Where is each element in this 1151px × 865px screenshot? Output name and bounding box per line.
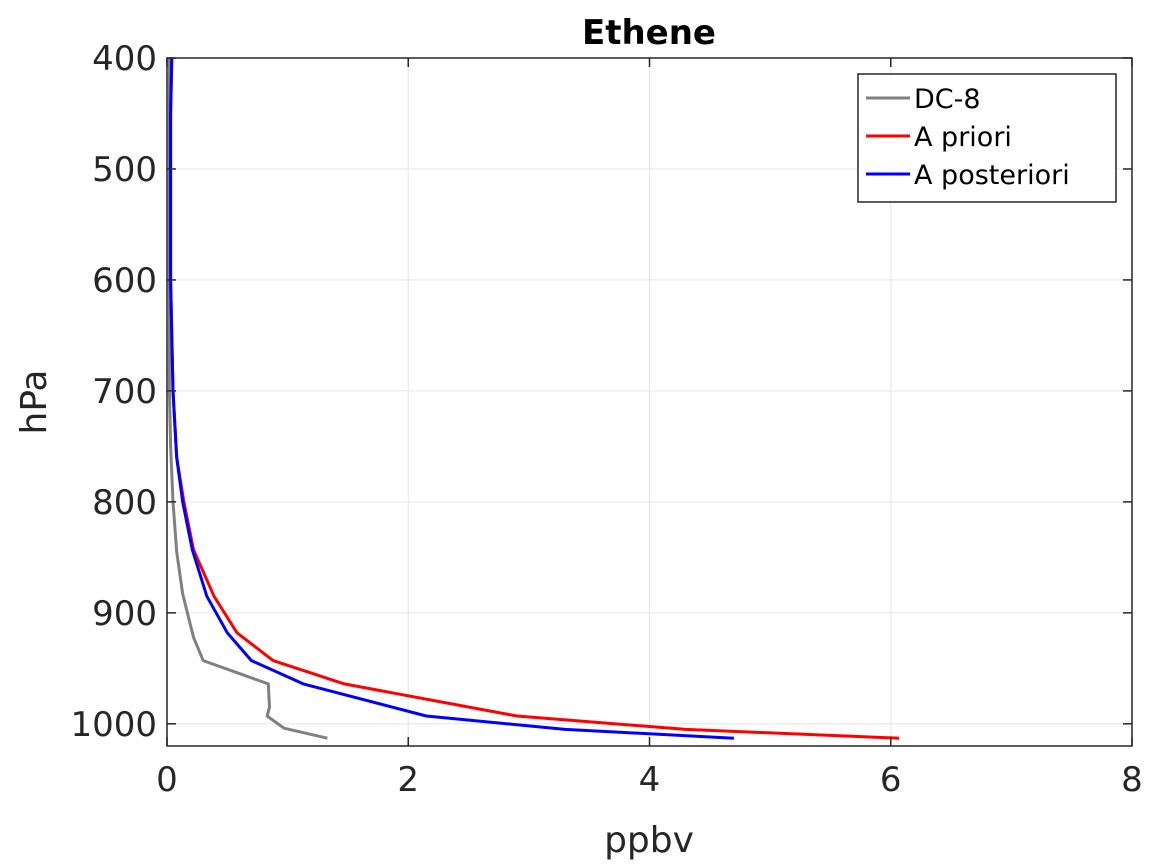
x-tick-label: 0 bbox=[156, 760, 178, 800]
y-tick-label: 700 bbox=[92, 372, 157, 412]
legend: DC-8 A priori A posteriori bbox=[857, 73, 1117, 203]
series-lines bbox=[167, 57, 900, 740]
y-axis-label: hPa bbox=[14, 370, 55, 435]
y-tick-label: 900 bbox=[92, 594, 157, 634]
chart-title: Ethene bbox=[582, 13, 716, 53]
legend-label: A priori bbox=[914, 122, 1012, 153]
axis-ticks: 0 2 4 6 8 400 500 600 700 800 900 1000 bbox=[70, 39, 1142, 800]
y-tick-label: 1000 bbox=[70, 705, 157, 745]
legend-label: A posteriori bbox=[914, 160, 1070, 191]
x-tick-label: 8 bbox=[1121, 760, 1143, 800]
grid-lines bbox=[166, 57, 1133, 746]
y-tick-label: 800 bbox=[92, 483, 157, 523]
x-tick-label: 6 bbox=[880, 760, 902, 800]
legend-label: DC-8 bbox=[914, 84, 981, 115]
y-tick-label: 500 bbox=[92, 150, 157, 190]
legend-box bbox=[857, 73, 1117, 203]
series-line-a-posteriori bbox=[169, 57, 734, 740]
y-tick-label: 400 bbox=[92, 39, 157, 79]
x-axis-label: ppbv bbox=[604, 820, 694, 861]
x-tick-label: 2 bbox=[397, 760, 419, 800]
x-tick-label: 4 bbox=[639, 760, 661, 800]
y-tick-label: 600 bbox=[92, 261, 157, 301]
